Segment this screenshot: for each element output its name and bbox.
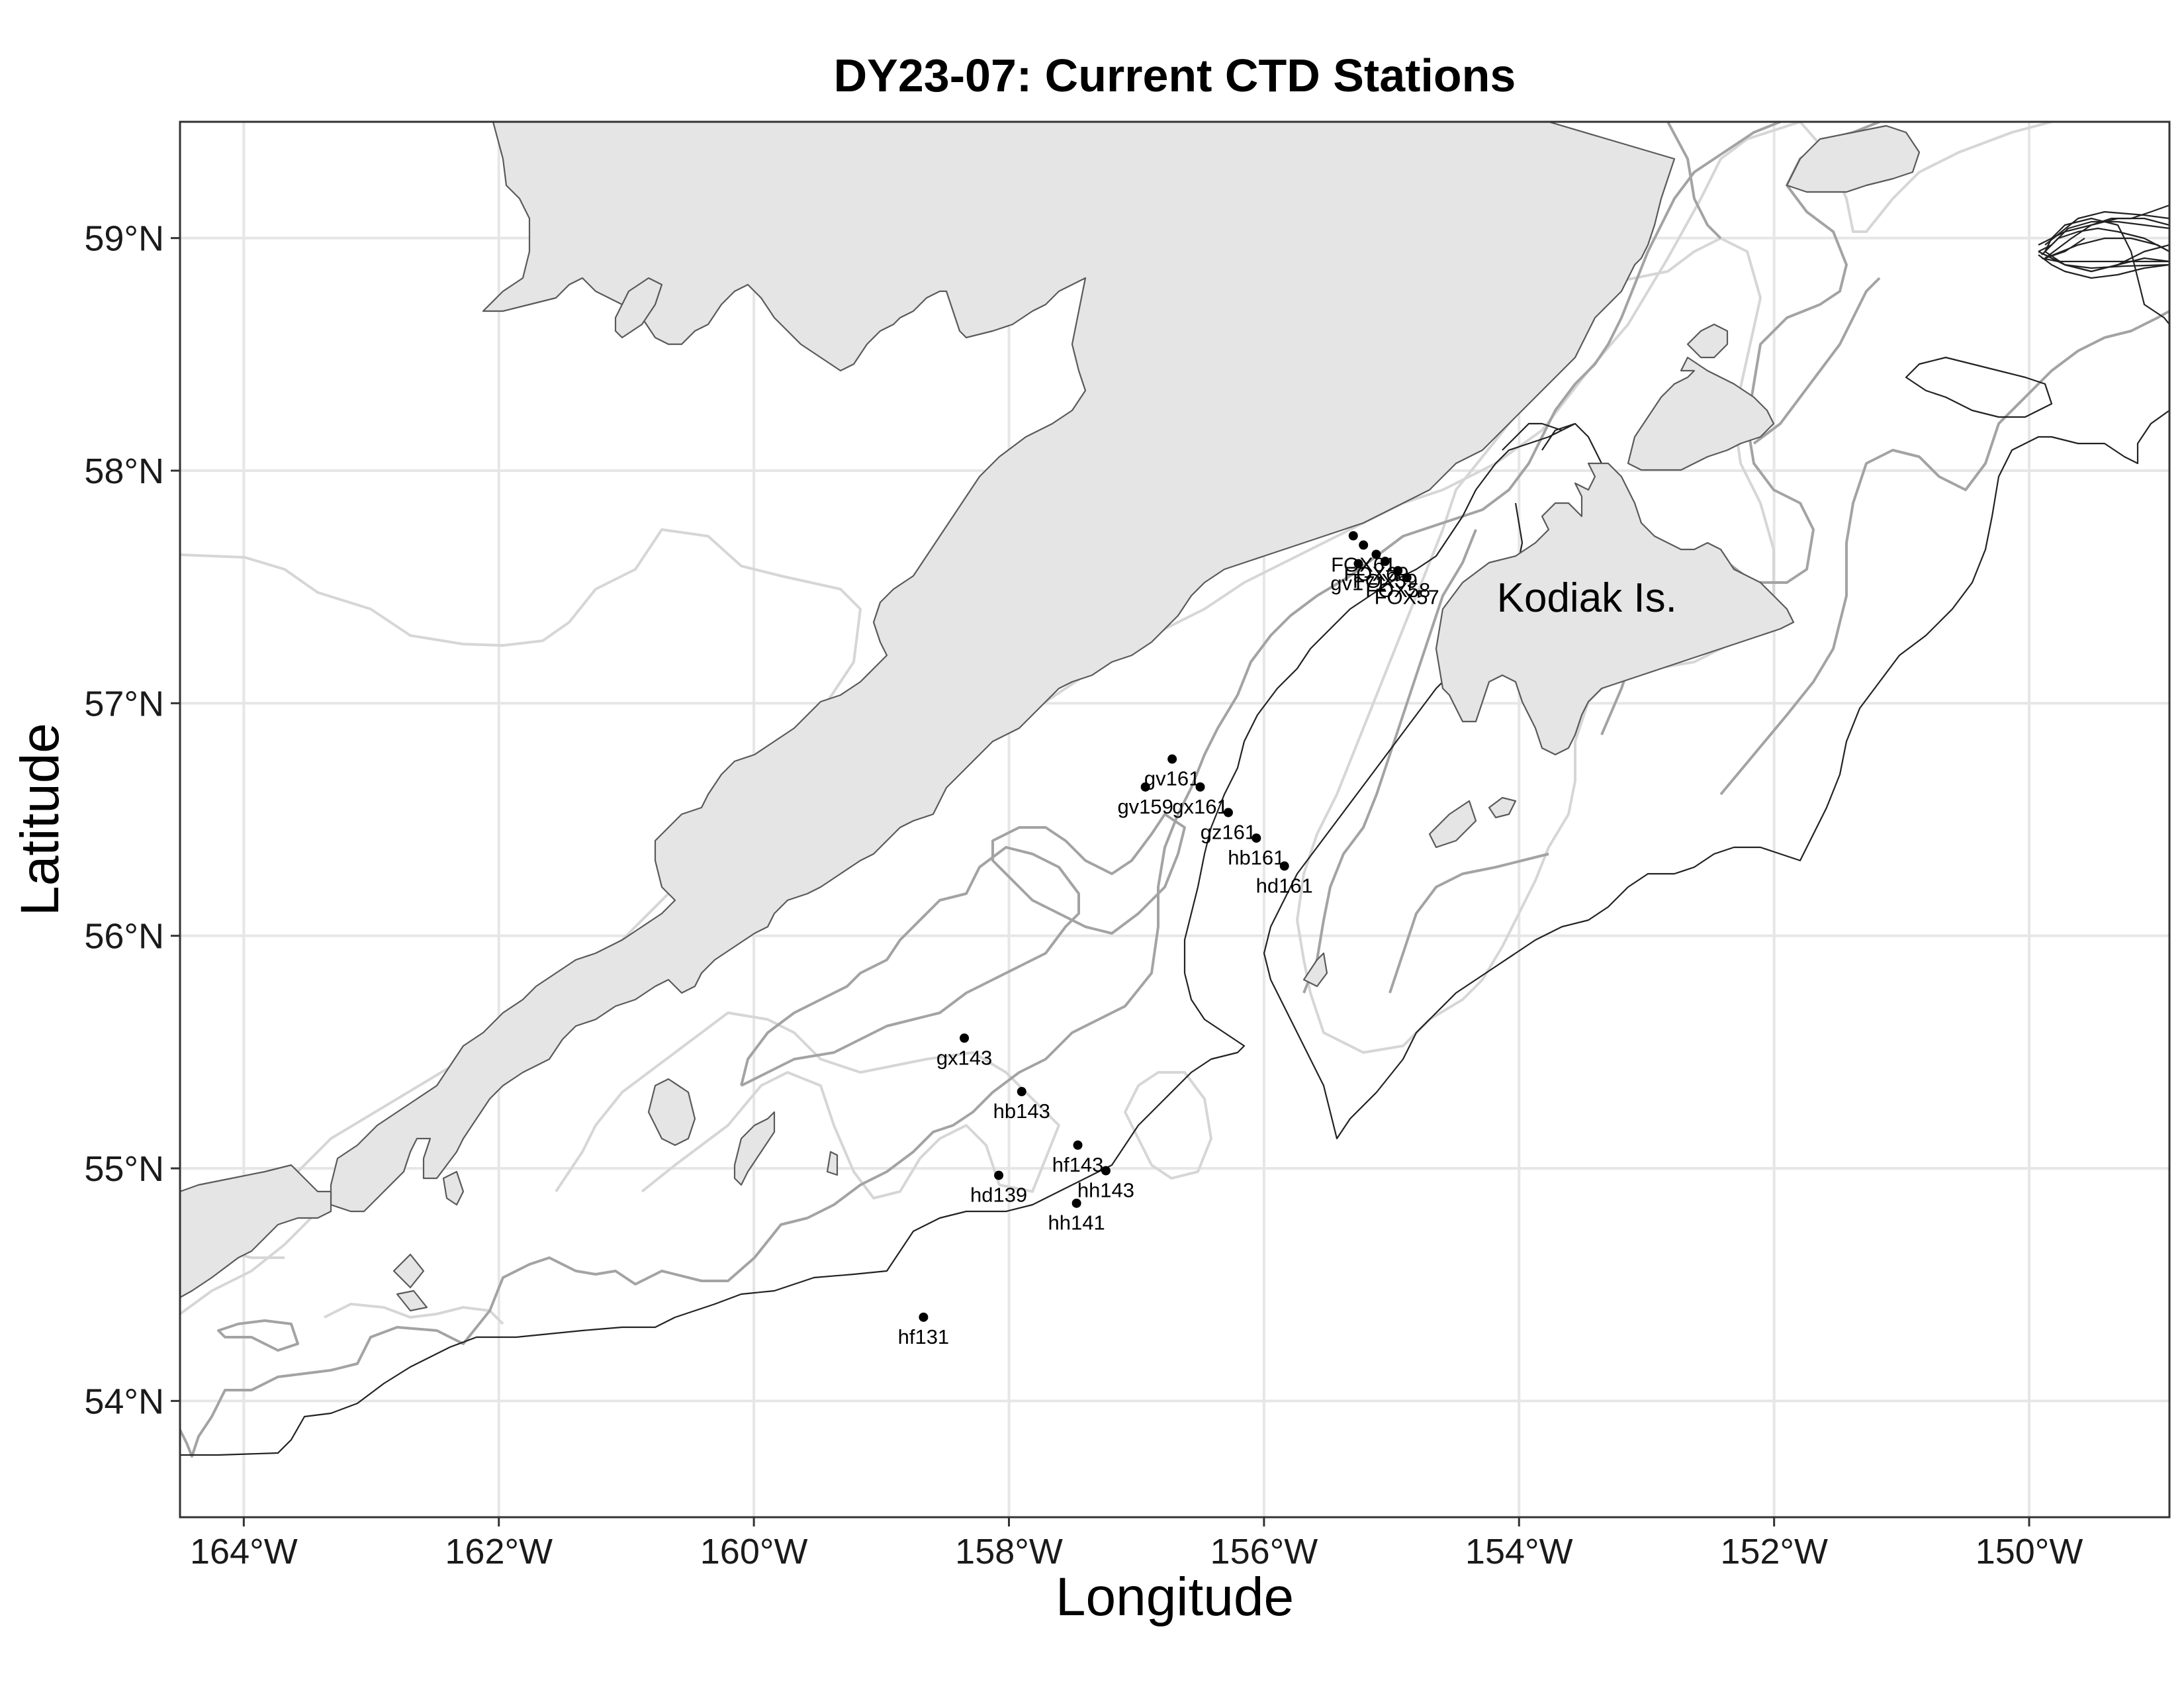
barren-island [1786, 124, 1921, 193]
x-tick-label: 158°W [955, 1532, 1063, 1571]
small-island-2 [392, 1253, 425, 1289]
shumagin-island-2 [733, 1111, 776, 1186]
shuyak-island [1686, 323, 1729, 359]
chirikof-island [1302, 952, 1328, 988]
station-point-gz161[interactable] [1223, 808, 1233, 818]
station-label: hf131 [898, 1325, 950, 1348]
x-tick-label: 164°W [190, 1532, 298, 1571]
small-island-1 [442, 1170, 465, 1206]
alaska-peninsula [330, 122, 1676, 1213]
y-tick-label: 55°N [84, 1149, 164, 1189]
y-tick-label: 59°N [84, 219, 164, 259]
station-label: gv161 [1144, 767, 1200, 790]
station-point-fox60[interactable] [1371, 549, 1381, 559]
x-tick-label: 156°W [1210, 1532, 1318, 1571]
afognak-island [1627, 356, 1775, 471]
station-label: gz161 [1201, 820, 1256, 843]
y-tick-label: 56°N [84, 917, 164, 957]
station-markers [919, 531, 1412, 1322]
semidi-island-1 [1428, 800, 1477, 849]
x-axis-title: Longitude [1056, 1567, 1294, 1627]
station-label: hd139 [970, 1184, 1027, 1207]
plot-border [179, 120, 2171, 1519]
small-island-3 [396, 1289, 428, 1312]
station-label: FOX59 [1353, 569, 1418, 592]
y-tick-label: 57°N [84, 684, 164, 724]
station-point-hh141[interactable] [1071, 1198, 1081, 1208]
station-point-gx143[interactable] [960, 1033, 970, 1043]
y-tick-label: 58°N [84, 451, 164, 491]
x-tick-label: 150°W [1976, 1532, 2083, 1571]
station-point-gv159[interactable] [1140, 782, 1150, 792]
station-point-fox61[interactable] [1359, 540, 1369, 550]
station-point-fox60[interactable] [1348, 531, 1358, 541]
x-tick-label: 162°W [445, 1532, 553, 1571]
station-point-fox57[interactable] [1402, 573, 1412, 583]
shumagin-island-3 [826, 1150, 839, 1176]
station-point-hf143[interactable] [1073, 1140, 1083, 1150]
station-label: hd161 [1256, 874, 1313, 897]
place-label-kodiak: Kodiak Is. [1497, 575, 1677, 621]
unimak-region [180, 1164, 332, 1299]
station-label: hb161 [1228, 846, 1285, 869]
y-axis: 54°N 55°N 56°N 57°N 58°N 59°N [84, 219, 180, 1421]
y-tick-label: 54°N [84, 1382, 164, 1421]
shumagin-island-1 [647, 1078, 696, 1147]
station-point-fox58[interactable] [1393, 566, 1403, 576]
station-point-hb143[interactable] [1017, 1087, 1026, 1097]
station-label: FOX58 [1365, 579, 1430, 602]
x-tick-label: 152°W [1720, 1532, 1828, 1571]
x-axis: 164°W 162°W 160°W 158°W 156°W 154°W 152°W 150°W [190, 1517, 2083, 1571]
station-point-hf131[interactable] [919, 1312, 929, 1322]
lake-island [614, 277, 663, 339]
station-label: gx161 [1172, 795, 1228, 818]
y-axis-title: Latitude [10, 723, 70, 916]
station-label: FOX57 [1375, 586, 1439, 609]
station-point-hh143[interactable] [1101, 1166, 1111, 1176]
station-label: FOX61 [1331, 553, 1396, 576]
station-label: hf143 [1052, 1153, 1104, 1176]
x-tick-label: 154°W [1465, 1532, 1573, 1571]
station-point-hd161[interactable] [1279, 861, 1289, 871]
station-point-gv171[interactable] [1353, 559, 1363, 569]
station-point-fox59[interactable] [1380, 557, 1390, 567]
station-label: gv171 [1330, 572, 1386, 595]
landmass [180, 122, 1921, 1312]
station-label: gv159 [1117, 795, 1173, 818]
x-tick-label: 160°W [700, 1532, 808, 1571]
station-label: gx143 [936, 1046, 992, 1069]
station-point-hd139[interactable] [994, 1170, 1004, 1180]
station-point-hb161[interactable] [1251, 833, 1261, 843]
station-label: hb143 [993, 1100, 1050, 1123]
isobath-dark [180, 204, 2169, 1456]
map-title: DY23-07: Current CTD Stations [834, 50, 1516, 101]
semidi-island-2 [1488, 796, 1517, 819]
isobath-mid [180, 122, 2169, 1458]
station-point-gv161[interactable] [1167, 754, 1177, 764]
station-label: FOX60 [1343, 562, 1408, 585]
station-label: hh143 [1077, 1179, 1134, 1202]
station-point-gx161[interactable] [1195, 782, 1205, 792]
station-label: hh141 [1048, 1211, 1105, 1235]
kodiak-island [1435, 462, 1795, 756]
